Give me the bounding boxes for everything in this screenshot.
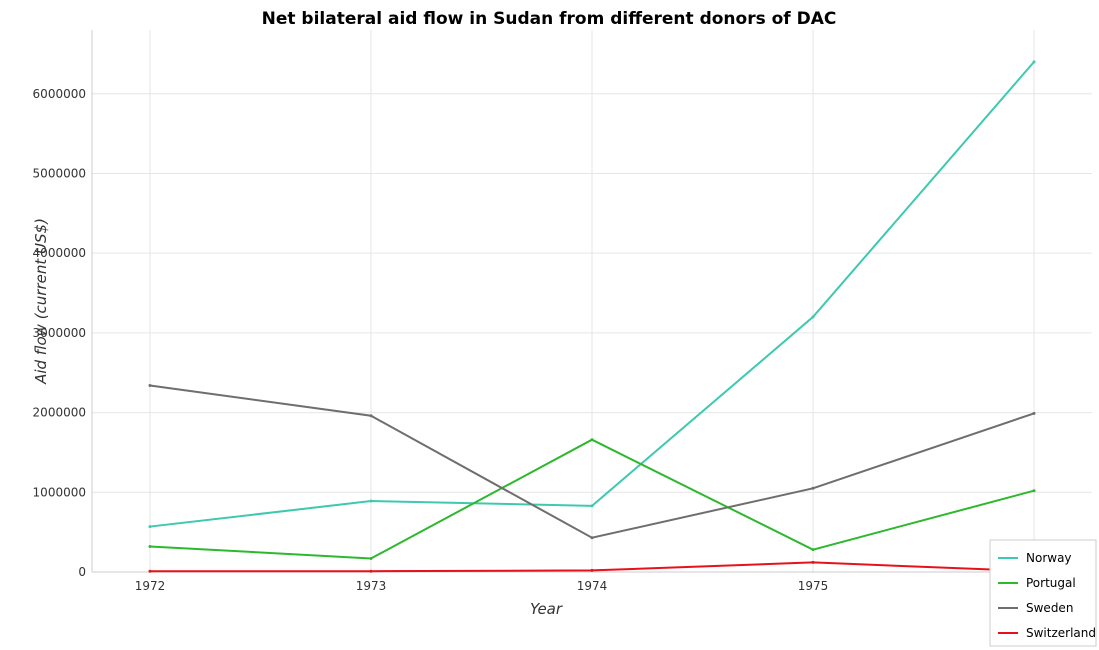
data-point-portugal (148, 544, 152, 548)
data-point-sweden (369, 414, 373, 418)
series-lines (148, 60, 1036, 573)
y-tick-label: 3000000 (33, 326, 86, 340)
data-point-switzerland (369, 569, 373, 573)
data-point-sweden (811, 486, 815, 490)
y-tick-label: 6000000 (33, 87, 86, 101)
x-tick-label: 1972 (135, 579, 166, 593)
x-tick-label: 1974 (577, 579, 608, 593)
data-point-portugal (1032, 489, 1036, 493)
data-point-portugal (811, 548, 815, 552)
x-tick-label: 1975 (798, 579, 829, 593)
chart-title: Net bilateral aid flow in Sudan from dif… (262, 9, 837, 29)
y-tick-label: 1000000 (33, 485, 86, 499)
data-point-switzerland (811, 560, 815, 564)
data-point-portugal (590, 438, 594, 442)
data-point-norway (1032, 60, 1036, 64)
x-tick-label: 1973 (356, 579, 387, 593)
data-point-sweden (590, 536, 594, 540)
data-point-norway (811, 315, 815, 319)
data-point-portugal (369, 556, 373, 560)
legend: Norway Portugal Sweden Switzerland (989, 539, 1097, 647)
y-tick-label: 5000000 (33, 166, 86, 180)
y-tick-label: 4000000 (33, 246, 86, 260)
data-point-norway (369, 499, 373, 503)
data-point-sweden (1032, 411, 1036, 415)
y-tick-label: 2000000 (33, 406, 86, 420)
y-tick-labels: 0 1000000 2000000 3000000 4000000 5000000 6000… (33, 87, 86, 579)
legend-label-norway: Norway (1026, 551, 1072, 565)
legend-label-portugal: Portugal (1026, 576, 1076, 590)
data-point-sweden (148, 383, 152, 387)
y-tick-label: 0 (78, 565, 86, 579)
data-point-switzerland (590, 568, 594, 572)
x-gridlines (149, 30, 1035, 572)
data-point-norway (590, 504, 594, 508)
legend-label-switzerland: Switzerland (1026, 626, 1096, 640)
data-point-norway (148, 525, 152, 529)
x-tick-labels: 19721973197419751976 (135, 579, 1050, 593)
y-axis-label: Aid flow (current US$) (32, 218, 50, 385)
legend-label-sweden: Sweden (1026, 601, 1073, 615)
data-point-switzerland (148, 569, 152, 573)
x-axis-label: Year (530, 600, 563, 618)
